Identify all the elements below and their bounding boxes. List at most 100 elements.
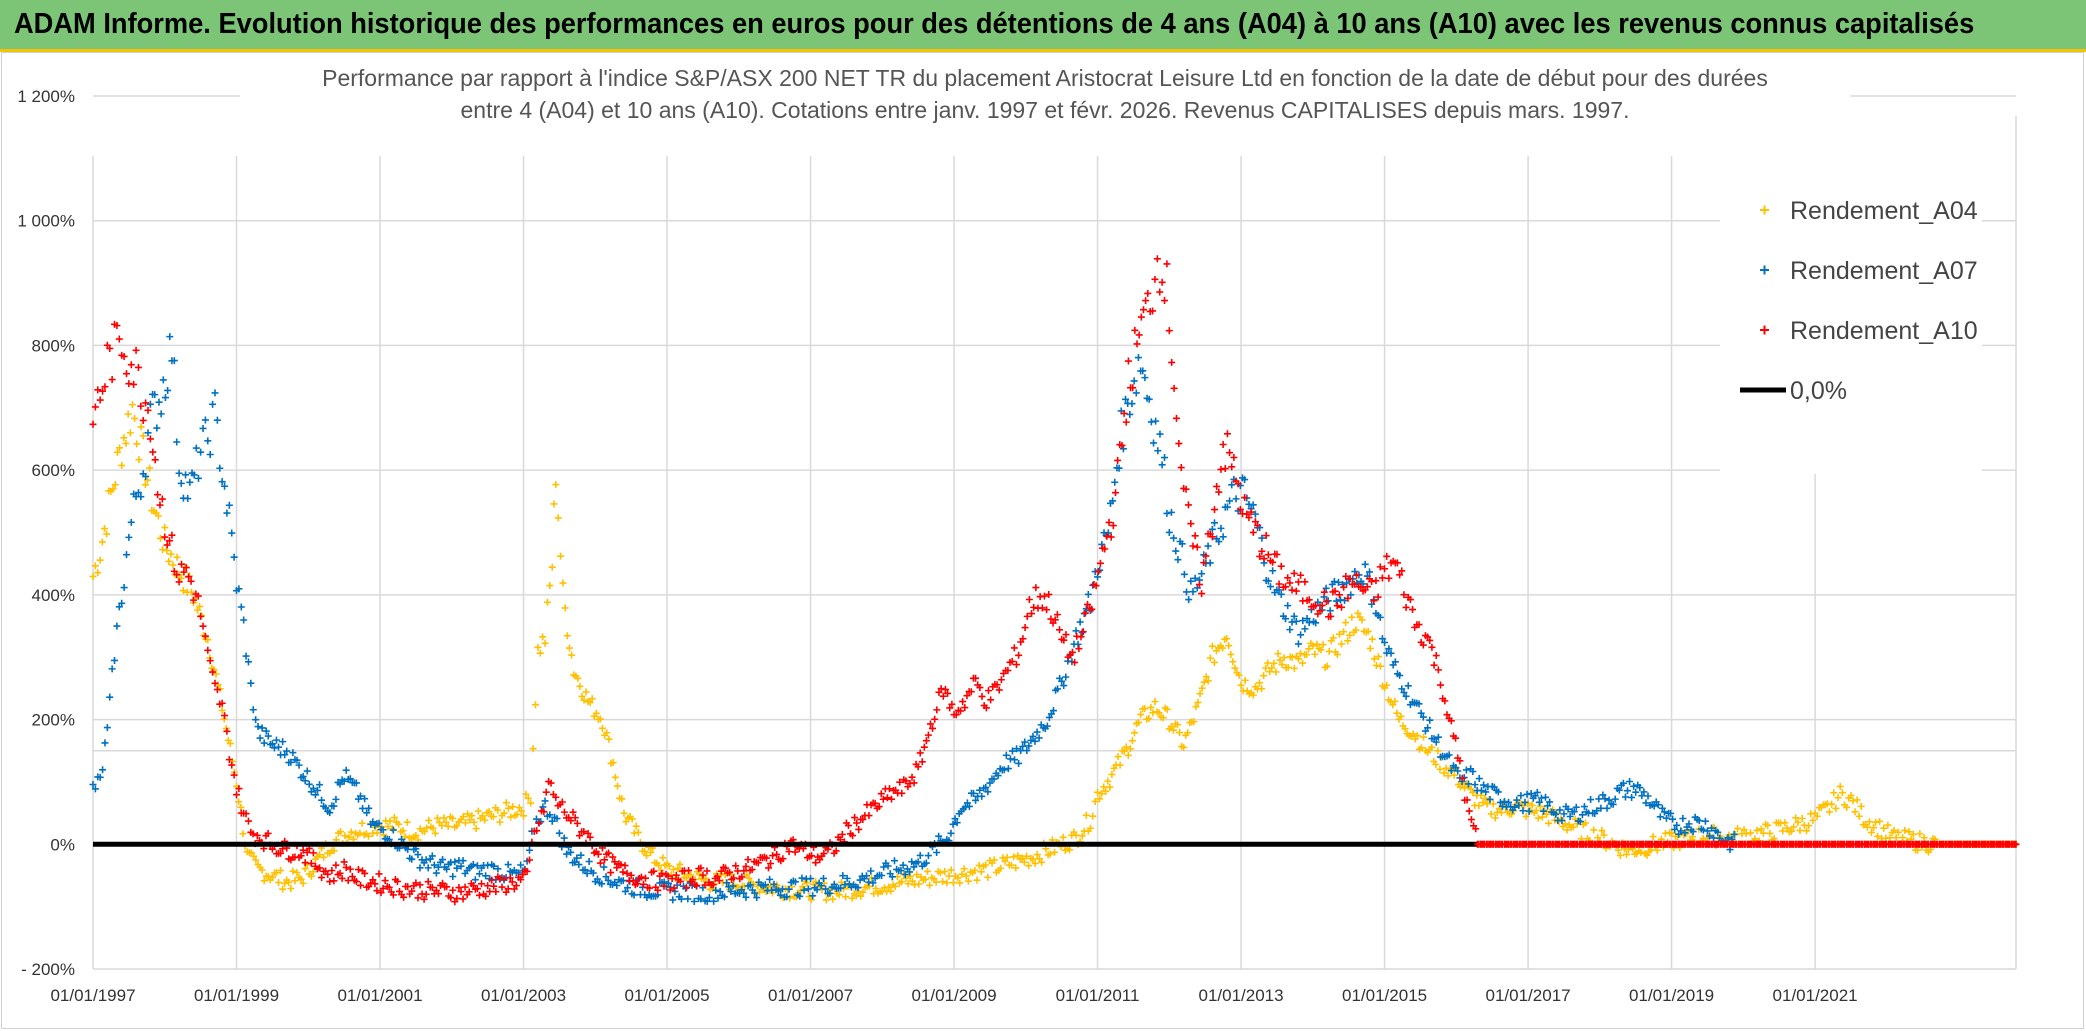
data-point (1111, 478, 1119, 486)
data-point (1527, 790, 1535, 798)
data-point (916, 749, 924, 757)
data-point (1182, 485, 1190, 493)
data-point (897, 867, 905, 875)
data-point (316, 851, 324, 859)
data-point (101, 739, 109, 747)
data-point (1254, 521, 1262, 529)
data-point (301, 865, 309, 873)
data-point (494, 806, 502, 814)
data-point (313, 786, 321, 794)
data-point (1594, 834, 1602, 842)
data-point (1673, 821, 1681, 829)
data-point (632, 822, 640, 830)
data-point (878, 871, 886, 879)
data-point (1266, 668, 1274, 676)
data-point (1322, 598, 1330, 606)
data-point (130, 380, 138, 388)
data-point (824, 845, 832, 853)
data-point (268, 873, 276, 881)
data-point (116, 444, 124, 452)
data-point (575, 861, 583, 869)
data-point (249, 706, 257, 714)
data-point (1452, 734, 1460, 742)
data-point (414, 894, 422, 902)
data-point (389, 891, 397, 899)
data-point (115, 335, 123, 343)
data-point (1221, 465, 1229, 473)
data-point (1892, 834, 1900, 842)
data-point (1614, 846, 1622, 854)
data-point (618, 795, 626, 803)
data-point (517, 807, 525, 815)
data-point (1597, 804, 1605, 812)
data-point (488, 876, 496, 884)
data-point (1880, 824, 1888, 832)
data-point (799, 883, 807, 891)
legend-marker-Rendement_A04 (1760, 205, 1769, 215)
data-point (972, 796, 980, 804)
data-point (611, 773, 619, 781)
data-point (655, 861, 663, 869)
data-point (348, 873, 356, 881)
data-point (669, 896, 677, 904)
data-point (614, 782, 622, 790)
data-point (242, 652, 250, 660)
data-point (1420, 733, 1428, 741)
data-point (1558, 817, 1566, 825)
data-point (1111, 489, 1119, 497)
data-point (235, 585, 243, 593)
data-point (440, 814, 448, 822)
data-point (826, 889, 834, 897)
data-point (459, 857, 467, 865)
data-point (492, 888, 500, 896)
data-point (260, 877, 268, 885)
data-point (1029, 732, 1037, 740)
data-point (1141, 705, 1149, 713)
data-point (1235, 671, 1243, 679)
data-point (1643, 851, 1651, 859)
data-point (628, 815, 636, 823)
data-point (504, 885, 512, 893)
data-point (571, 814, 579, 822)
data-point (1131, 326, 1139, 334)
data-point (1609, 800, 1617, 808)
data-point (223, 727, 231, 735)
data-point (400, 893, 408, 901)
data-point (565, 644, 573, 652)
data-point (324, 870, 332, 878)
data-point (1031, 859, 1039, 867)
data-point (1204, 542, 1212, 550)
data-point (211, 389, 219, 397)
data-point (949, 879, 957, 887)
data-point (1062, 673, 1070, 681)
data-point (791, 878, 799, 886)
data-point (131, 414, 139, 422)
data-point (133, 440, 141, 448)
data-point (1595, 795, 1603, 803)
data-point (732, 862, 740, 870)
data-point (1262, 532, 1270, 540)
data-point (1436, 765, 1444, 773)
data-point (729, 882, 737, 890)
data-point (173, 571, 181, 579)
data-point (187, 577, 195, 585)
data-point (1226, 497, 1234, 505)
data-point (596, 859, 604, 867)
chart-title-line-2: entre 4 (A04) et 10 ans (A10). Cotations… (461, 97, 1630, 123)
data-point (1444, 772, 1452, 780)
data-point (1480, 781, 1488, 789)
data-point (574, 674, 582, 682)
series-points (89, 255, 2020, 906)
data-point (1159, 714, 1167, 722)
data-point (1211, 519, 1219, 527)
data-point (1051, 616, 1059, 624)
data-point (1660, 808, 1668, 816)
data-point (709, 881, 717, 889)
data-point (804, 885, 812, 893)
data-point (1163, 260, 1171, 268)
chart-title-line-1: Performance par rapport à l'indice S&P/A… (322, 65, 1768, 91)
data-point (373, 887, 381, 895)
data-point (106, 693, 114, 701)
data-point (1105, 518, 1113, 526)
data-point (1232, 495, 1240, 503)
